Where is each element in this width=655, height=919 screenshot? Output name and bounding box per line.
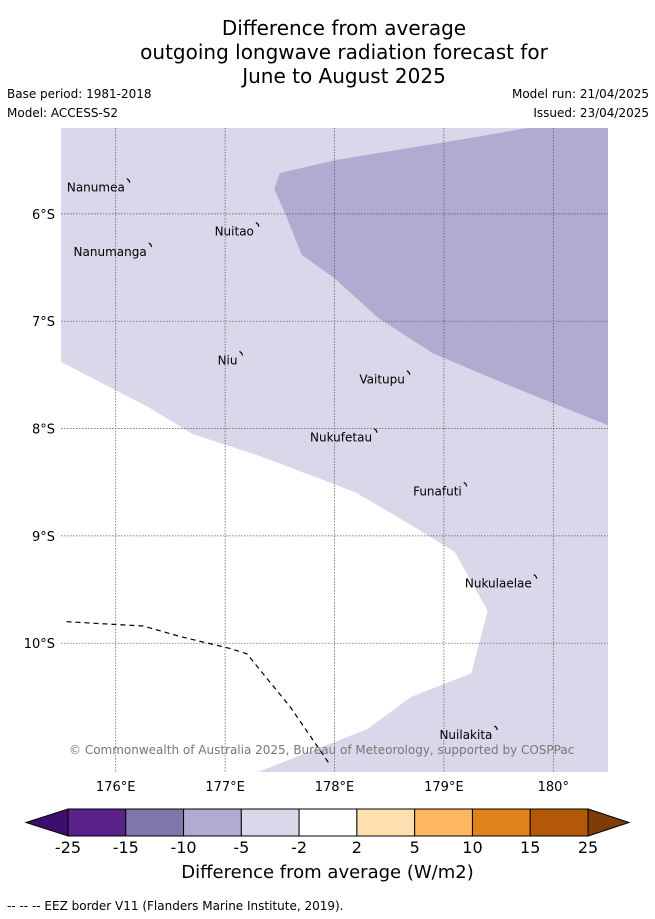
colorbar-segment xyxy=(183,808,242,837)
map-axis-ticks: 176°E 177°E 178°E 179°E 180° 6°S 7°S 8°S 9°S 10°S xyxy=(24,208,569,795)
lat-tick-label: 6°S xyxy=(32,208,55,223)
island-marker xyxy=(126,178,131,183)
lon-tick-label: 178°E xyxy=(315,780,355,795)
place-label: Nuilakita xyxy=(439,728,492,742)
colorbar-segment xyxy=(298,808,358,837)
island-marker xyxy=(255,222,260,227)
place-label: Vaitupu xyxy=(359,373,405,387)
copyright-text: © Commonwealth of Australia 2025, Bureau… xyxy=(69,743,574,757)
colorbar-segment xyxy=(529,808,589,837)
colorbar-segment xyxy=(356,808,416,837)
island-marker xyxy=(494,725,498,731)
base-period-text: Base period: 1981-2018 xyxy=(7,87,152,101)
title-line-1: Difference from average xyxy=(221,16,467,40)
title-line-2: outgoing longwave radiation forecast for xyxy=(140,40,548,64)
colorbar-high-extension xyxy=(587,808,631,837)
colorbar-segment xyxy=(240,808,300,837)
colorbar-segment xyxy=(471,808,531,837)
island-marker xyxy=(406,370,411,375)
anomaly-region-1 xyxy=(274,128,608,426)
lat-tick-label: 7°S xyxy=(32,315,55,330)
place-label: Funafuti xyxy=(413,484,462,498)
island-marker xyxy=(148,242,153,248)
lon-tick-label: 179°E xyxy=(424,780,464,795)
place-label: Nanumanga xyxy=(74,245,147,259)
island-marker xyxy=(373,428,378,433)
colorbar-segment xyxy=(67,808,127,837)
colorbar-tick-label: 15 xyxy=(520,838,541,857)
colorbar-tick-label: 5 xyxy=(409,838,420,857)
colorbar-tick-label: 10 xyxy=(462,838,483,857)
lon-tick-label: 177°E xyxy=(205,780,245,795)
colorbar-segment xyxy=(414,808,473,837)
map-layers: Nanumea Nuitao Nanumanga Niu Vaitupu Nukufeta… xyxy=(61,128,608,772)
lon-tick-label: 180° xyxy=(538,780,569,795)
colorbar xyxy=(24,808,631,837)
lat-tick-label: 9°S xyxy=(32,530,55,545)
eez-border-line xyxy=(66,621,330,764)
place-label: Nuitao xyxy=(215,225,254,239)
model-run-text: Model run: 21/04/2025 xyxy=(511,87,649,101)
colorbar-tick-label: -15 xyxy=(112,838,139,857)
title-line-3: June to August 2025 xyxy=(242,64,446,88)
island-marker xyxy=(463,481,468,487)
colorbar-tick-label: -25 xyxy=(54,838,82,857)
issued-text: Issued: 23/04/2025 xyxy=(533,106,649,120)
place-label: Nanumea xyxy=(67,181,125,195)
colorbar-low-extension xyxy=(24,808,69,837)
colorbar-tick-label: -5 xyxy=(233,838,250,857)
colorbar-segment xyxy=(125,808,185,837)
place-label: Niu xyxy=(218,353,238,367)
map-plot-area: Nanumea Nuitao Nanumanga Niu Vaitupu Nukufeta… xyxy=(61,128,608,772)
island-marker xyxy=(239,350,244,356)
place-label: Nukulaelae xyxy=(465,577,532,591)
model-text: Model: ACCESS-S2 xyxy=(7,106,119,120)
lat-tick-label: 8°S xyxy=(32,423,55,438)
island-marker xyxy=(533,574,538,579)
lon-tick-label: 176°E xyxy=(96,780,136,795)
colorbar-tick-label: -2 xyxy=(291,838,308,857)
colorbar-tick-label: -10 xyxy=(170,838,197,857)
colorbar-title: Difference from average (W/m2) xyxy=(181,862,474,883)
colorbar-tick-label: 25 xyxy=(577,838,599,857)
chart-title: Difference from average outgoing longwav… xyxy=(0,16,655,88)
colorbar-tick-label: 2 xyxy=(351,838,362,857)
place-label: Nukufetau xyxy=(310,431,372,445)
lat-tick-label: 10°S xyxy=(24,637,55,652)
eez-legend: -- -- -- EEZ border V11 (Flanders Marine… xyxy=(7,899,344,913)
